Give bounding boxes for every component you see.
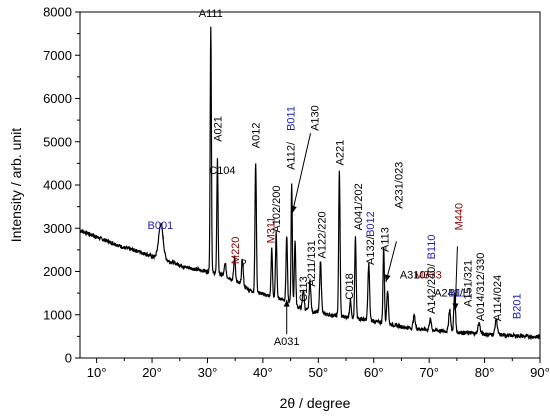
y-tick-label: 6000	[43, 91, 72, 106]
peak-label: A130	[309, 105, 321, 131]
peak-label: A122/220	[317, 211, 329, 258]
peak-label: A231/023	[394, 162, 406, 209]
y-tick-label: 8000	[43, 5, 72, 20]
peak-label: ?	[240, 258, 246, 270]
y-axis-ticks: 0 1000 2000 3000 4000 5000 6000 7000 8000	[43, 5, 80, 366]
peak-label: A102/200	[271, 185, 283, 232]
peak-label: A041/202	[353, 183, 365, 230]
x-tick-label: 40°	[253, 365, 273, 380]
y-tick-label: 0	[65, 351, 72, 366]
y-axis-label: Intensity / arb. unit	[8, 128, 24, 243]
peak-label: B012	[365, 211, 377, 237]
peak-label: B011	[286, 106, 298, 131]
y-tick-label: 3000	[43, 221, 72, 236]
peak-label: B201	[512, 293, 524, 319]
peak-label: A241/	[434, 288, 464, 300]
arrow-head	[452, 303, 459, 311]
peak-label: B001	[148, 220, 174, 232]
x-tick-label: 10°	[87, 365, 107, 380]
x-axis-label: 2θ / degree	[280, 395, 351, 411]
peak-label: A014/312/330	[475, 253, 487, 322]
peak-label: A021	[212, 116, 224, 142]
arrow-head	[384, 274, 391, 282]
peak-label: A113	[379, 227, 391, 252]
peak-label: A132/	[365, 235, 377, 265]
peak-label: A221	[334, 140, 346, 166]
peak-label: A211/131	[306, 240, 318, 286]
x-tick-label: 20°	[142, 365, 162, 380]
x-tick-label: 90°	[530, 365, 550, 380]
peak-label: A142/240/	[426, 263, 438, 314]
peak-label: C018	[344, 273, 356, 299]
peak-label: M311	[266, 217, 278, 244]
chart-series	[79, 26, 541, 341]
x-tick-label: 50°	[308, 365, 328, 380]
y-tick-label: 1000	[43, 307, 72, 322]
peak-label: B110	[426, 235, 438, 260]
peak-label: M333	[414, 269, 442, 281]
y-tick-label: 2000	[43, 264, 72, 279]
pointer-arrow	[454, 246, 458, 311]
y-tick-label: 4000	[43, 178, 72, 193]
arrow-head	[283, 299, 290, 307]
xrd-series-line	[79, 26, 541, 341]
peak-label: M440	[454, 203, 466, 231]
peak-label: B111	[448, 288, 472, 300]
peak-label: A111	[199, 8, 223, 20]
peak-label: A012	[251, 122, 263, 148]
pointer-arrow	[291, 132, 312, 214]
peak-label: C113	[298, 276, 310, 301]
x-axis-ticks: 10° 20° 30° 40° 50° 60° 70° 80° 90°	[87, 358, 550, 380]
x-tick-label: 30°	[198, 365, 218, 380]
peak-label: C104	[209, 165, 235, 177]
y-tick-label: 7000	[43, 48, 72, 63]
peak-label: A310/	[400, 269, 430, 281]
arrow-head	[290, 205, 297, 214]
x-tick-label: 70°	[419, 365, 439, 380]
peak-label: A151/321	[462, 260, 474, 307]
peak-label: A114/024	[492, 275, 504, 321]
peak-arrows	[283, 132, 459, 335]
x-tick-label: 80°	[475, 365, 495, 380]
peak-label: M220	[230, 237, 242, 265]
peak-label: A031	[274, 336, 300, 348]
y-tick-label: 5000	[43, 134, 72, 149]
peak-label: A112/	[286, 141, 298, 170]
x-tick-label: 60°	[364, 365, 384, 380]
